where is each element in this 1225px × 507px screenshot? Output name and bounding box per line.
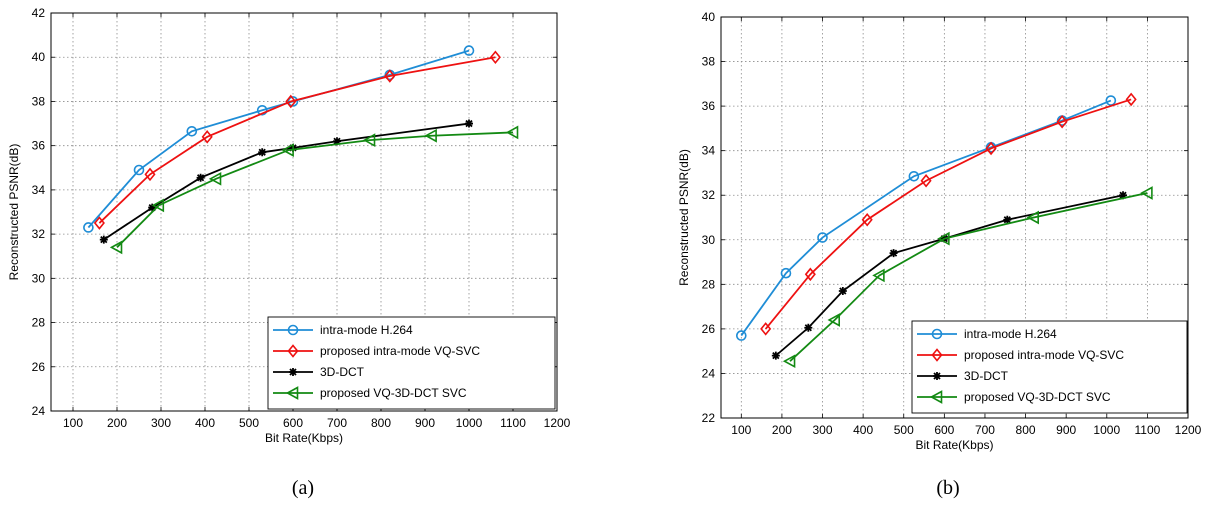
legend-entry: intra-mode H.264 xyxy=(273,323,413,337)
legend-label: proposed intra-mode VQ-SVC xyxy=(320,344,480,358)
legend: intra-mode H.264 proposed intra-mode VQ-S… xyxy=(268,317,555,409)
y-axis-label: Reconstructed PSNR(dB) xyxy=(7,144,21,281)
data-point xyxy=(197,174,205,182)
chart-panel-a: 100 200 300 400 500 600 700 800 900 1000 1100 1200 2… xyxy=(7,6,571,445)
legend-label: intra-mode H.264 xyxy=(320,323,413,337)
legend: intra-mode H.264 proposed intra-mode VQ-S… xyxy=(912,321,1187,413)
x-tick-label: 600 xyxy=(934,423,954,437)
data-point xyxy=(465,120,473,128)
y-tick-label: 36 xyxy=(702,99,716,113)
x-tick-label: 800 xyxy=(371,416,391,430)
x-tick-label: 400 xyxy=(853,423,873,437)
data-point xyxy=(258,148,266,156)
x-tick-label: 300 xyxy=(813,423,833,437)
y-tick-label: 36 xyxy=(32,139,46,153)
data-point xyxy=(839,287,847,295)
x-tick-label: 100 xyxy=(731,423,751,437)
caption-b: (b) xyxy=(936,477,959,499)
y-tick-label: 40 xyxy=(702,10,716,24)
y-tick-label: 34 xyxy=(32,183,46,197)
x-tick-label: 1000 xyxy=(456,416,483,430)
y-tick-label: 30 xyxy=(702,233,716,247)
y-tick-label: 24 xyxy=(702,366,716,380)
x-axis-label: Bit Rate(Kbps) xyxy=(915,438,993,452)
x-tick-label: 1200 xyxy=(1175,423,1202,437)
x-tick-label: 1200 xyxy=(544,416,571,430)
x-tick-label: 400 xyxy=(195,416,215,430)
y-tick-label: 24 xyxy=(32,404,46,418)
legend-label: 3D-DCT xyxy=(964,369,1009,383)
x-tick-label: 1100 xyxy=(500,416,526,430)
data-point xyxy=(890,249,898,257)
x-tick-label: 200 xyxy=(107,416,127,430)
x-tick-label: 300 xyxy=(151,416,171,430)
legend-label: 3D-DCT xyxy=(320,365,365,379)
y-tick-label: 28 xyxy=(702,277,716,291)
legend-marker xyxy=(933,372,941,380)
y-tick-label: 32 xyxy=(32,227,46,241)
x-tick-label: 700 xyxy=(327,416,347,430)
legend-marker xyxy=(289,368,297,376)
x-tick-label: 700 xyxy=(975,423,995,437)
y-tick-label: 28 xyxy=(32,316,46,330)
y-tick-label: 26 xyxy=(702,322,716,336)
x-tick-label: 500 xyxy=(894,423,914,437)
y-tick-label: 26 xyxy=(32,360,46,374)
data-point xyxy=(804,324,812,332)
chart-panel-b: 100 200 300 400 500 600 700 800 900 1000 1100 1200 2… xyxy=(677,10,1202,452)
y-tick-label: 38 xyxy=(702,55,716,69)
legend-label: intra-mode H.264 xyxy=(964,327,1057,341)
legend-label: proposed VQ-3D-DCT SVC xyxy=(320,386,467,400)
y-tick-label: 42 xyxy=(32,6,46,20)
y-tick-label: 30 xyxy=(32,271,46,285)
x-tick-label: 200 xyxy=(772,423,792,437)
x-tick-label: 1100 xyxy=(1134,423,1160,437)
y-tick-label: 32 xyxy=(702,188,716,202)
legend-label: proposed intra-mode VQ-SVC xyxy=(964,348,1124,362)
y-tick-label: 40 xyxy=(32,50,46,64)
legend-label: proposed VQ-3D-DCT SVC xyxy=(964,390,1111,404)
y-tick-label: 22 xyxy=(702,411,716,425)
x-tick-label: 900 xyxy=(415,416,435,430)
y-tick-label: 34 xyxy=(702,144,716,158)
y-axis-label: Reconstructed PSNR(dB) xyxy=(677,149,691,286)
caption-a: (a) xyxy=(292,477,314,499)
data-point xyxy=(100,236,108,244)
y-tick-label: 38 xyxy=(32,94,46,108)
x-tick-label: 800 xyxy=(1016,423,1036,437)
x-tick-label: 900 xyxy=(1056,423,1076,437)
x-tick-label: 500 xyxy=(239,416,259,430)
x-axis-label: Bit Rate(Kbps) xyxy=(265,431,343,445)
legend-entry: intra-mode H.264 xyxy=(917,327,1057,341)
data-point xyxy=(772,352,780,360)
x-tick-label: 600 xyxy=(283,416,303,430)
x-tick-label: 100 xyxy=(63,416,83,430)
x-tick-label: 1000 xyxy=(1093,423,1120,437)
